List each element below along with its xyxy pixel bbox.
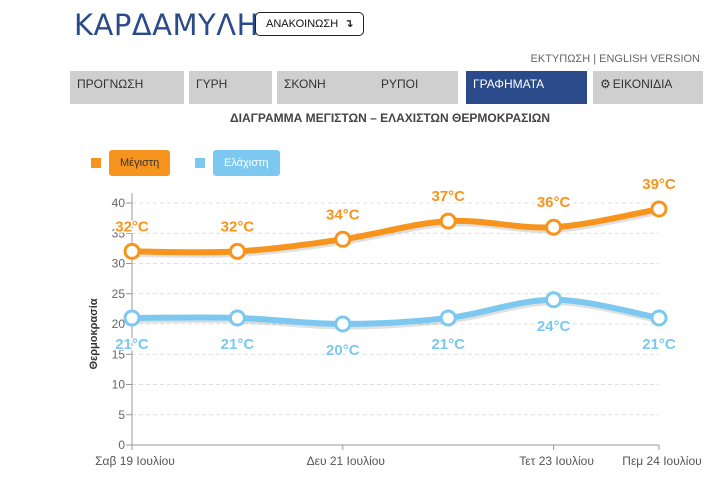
y-tick-label: 20 <box>112 317 126 331</box>
data-point-min <box>334 315 352 333</box>
tab-label: ΡΥΠΟΙ <box>381 77 419 91</box>
data-point-max <box>545 218 563 236</box>
english-version-link[interactable]: ENGLISH VERSION <box>599 53 700 65</box>
data-label-min: 21°C <box>642 336 676 353</box>
data-label-min: 24°C <box>537 318 571 335</box>
legend-item-max[interactable]: Μέγιστη <box>91 150 171 176</box>
chart-title: ΔΙΑΓΡΑΜΜΑ ΜΕΓΙΣΤΩΝ – ΕΛΑΧΙΣΤΩΝ ΘΕΡΜΟΚΡΑΣ… <box>230 111 550 125</box>
arrow-down-icon: ↴ <box>344 18 354 30</box>
data-label-max: 39°C <box>642 176 676 193</box>
series-line-shadow-max <box>132 207 661 258</box>
data-point-min <box>123 309 141 327</box>
tab-label: ΠΡΟΓΝΩΣΗ <box>77 77 144 91</box>
y-tick-label: 30 <box>112 257 126 271</box>
announcement-button[interactable]: ΑΝΑΚΟΙΝΩΣΗ ↴ <box>255 12 365 36</box>
legend-button-max[interactable]: Μέγιστη <box>109 150 171 176</box>
y-tick-label: 10 <box>112 378 126 392</box>
data-point-max <box>228 242 246 260</box>
data-label-max: 32°C <box>115 218 149 235</box>
gear-icon: ⚙ <box>600 77 611 91</box>
tab-pollen[interactable]: ΓΥΡΗ <box>189 71 272 104</box>
page-title: ΚΑΡΔΑΜΥΛΗ <box>74 8 259 42</box>
legend-item-min[interactable]: Ελάχιστη <box>195 150 280 176</box>
data-label-min: 21°C <box>115 336 149 353</box>
tab-forecast[interactable]: ΠΡΟΓΝΩΣΗ <box>70 71 184 104</box>
y-tick-label: 5 <box>118 408 125 422</box>
legend-button-min[interactable]: Ελάχιστη <box>213 150 280 176</box>
x-tick-label: Τετ 23 Ιουλίου <box>519 454 594 468</box>
tab-icons[interactable]: ⚙ ΕΙΚΟΝΙΔΙΑ <box>593 71 703 104</box>
data-label-min: 21°C <box>431 336 465 353</box>
x-tick-label: Σαβ 19 Ιουλίου <box>95 454 175 468</box>
y-tick-label: 40 <box>112 196 126 210</box>
top-links: ΕΚΤΥΠΩΣΗ | ENGLISH VERSION <box>531 53 700 65</box>
y-tick-label: 15 <box>112 347 126 361</box>
legend-swatch-min <box>195 158 205 168</box>
x-tick-label: Δευ 21 Ιουλίου <box>307 454 385 468</box>
y-tick-label: 35 <box>112 226 126 240</box>
data-label-min: 21°C <box>221 336 255 353</box>
data-label-max: 32°C <box>221 218 255 235</box>
tab-label: ΕΙΚΟΝΙΔΙΑ <box>612 77 673 91</box>
legend-swatch-max <box>91 158 101 168</box>
link-separator: | <box>590 53 600 65</box>
data-label-max: 36°C <box>537 194 571 211</box>
data-label-max: 34°C <box>326 206 360 223</box>
data-point-max <box>123 242 141 260</box>
data-point-max <box>334 230 352 248</box>
data-point-min <box>650 309 668 327</box>
print-link[interactable]: ΕΚΤΥΠΩΣΗ <box>530 53 591 65</box>
data-point-max <box>650 200 668 218</box>
y-tick-label: 25 <box>112 287 126 301</box>
y-axis-title: Θερμοκρασία <box>88 298 100 369</box>
data-point-min <box>545 291 563 309</box>
tab-charts[interactable]: ΓΡΑΦΗΜΑΤΑ <box>466 71 587 104</box>
x-tick-label: Πεμ 24 Ιουλίου <box>622 454 701 468</box>
series-line-min <box>131 296 660 327</box>
announcement-label: ΑΝΑΚΟΙΝΩΣΗ <box>266 18 339 30</box>
tab-pollutants[interactable]: ΡΥΠΟΙ <box>374 71 458 104</box>
y-tick-label: 0 <box>118 438 125 452</box>
tab-label: ΓΡΑΦΗΜΑΤΑ <box>473 77 545 91</box>
data-point-min <box>228 309 246 327</box>
series-line-max <box>131 206 660 256</box>
data-point-min <box>439 309 457 327</box>
tab-label: ΓΥΡΗ <box>196 77 228 91</box>
data-label-min: 20°C <box>326 342 360 359</box>
data-label-max: 37°C <box>431 188 465 205</box>
data-point-max <box>439 212 457 230</box>
tab-label: ΣΚΟΝΗ <box>284 77 326 91</box>
